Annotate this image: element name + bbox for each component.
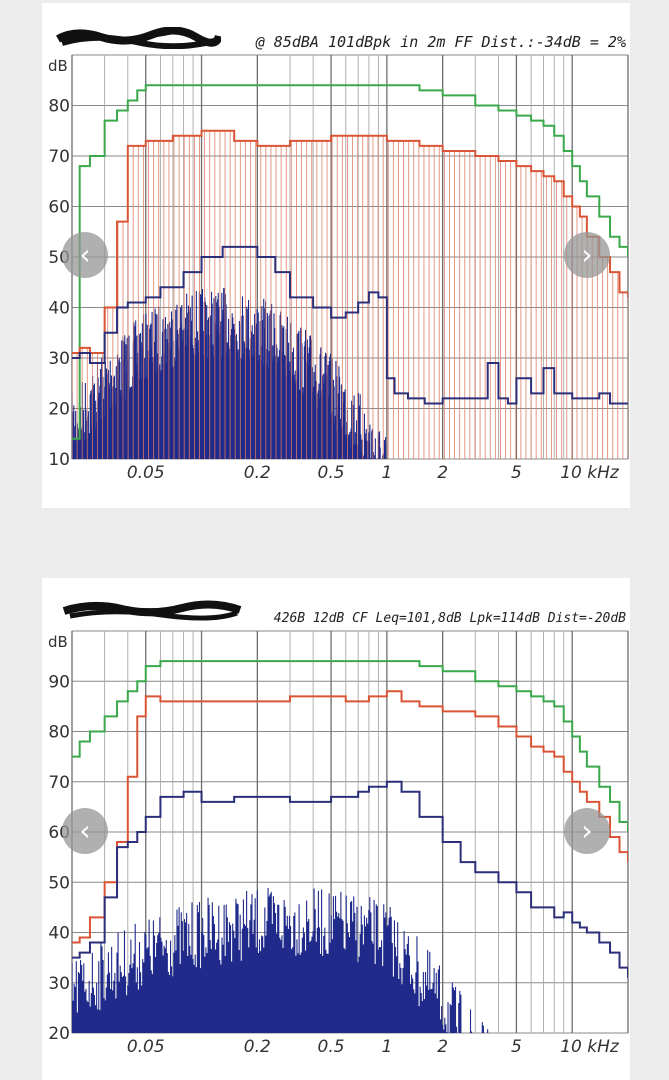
next-arrow-icon[interactable]: › [564, 808, 610, 854]
x-tick-label: 1 [381, 463, 392, 483]
y-tick-label: 50 [48, 873, 70, 893]
x-tick-label: 1 [381, 1037, 392, 1057]
y-axis-label: dB [48, 633, 68, 651]
y-tick-label: 90 [48, 672, 70, 692]
plot-layer [72, 660, 628, 1033]
x-tick-label: 2 [437, 1037, 448, 1057]
y-tick-label: 80 [48, 723, 70, 743]
y-tick-label: 80 [48, 97, 70, 117]
x-tick-label: 10 kHz [560, 463, 620, 483]
x-tick-label: 2 [437, 463, 448, 483]
y-tick-label: 40 [48, 299, 70, 319]
series-line [72, 245, 628, 405]
y-axis-label: dB [48, 57, 68, 75]
y-tick-label: 30 [48, 349, 70, 369]
series-line [72, 780, 628, 978]
y-tick-label: 20 [48, 1024, 70, 1044]
prev-arrow-icon[interactable]: ‹ [62, 808, 108, 854]
y-tick-label: 60 [48, 198, 70, 218]
middle-gap [0, 508, 669, 578]
x-tick-label: 5 [511, 1037, 522, 1057]
redacted-scribble [56, 27, 221, 49]
series-line [72, 84, 628, 440]
chart-panel-bottom: 20 30 40 50 60 70 80 90 dB 0.05 0.2 0.5 1 2 5 10 kHz 426… [42, 578, 630, 1080]
x-tick-label: 0.2 [244, 463, 271, 483]
chart-panel-top: 10 20 30 40 50 60 70 80 dB 0.05 0.2 0.5 1 2 5 10 kHz @ 8… [42, 3, 630, 508]
series-line [72, 129, 628, 354]
y-tick-label: 30 [48, 974, 70, 994]
x-tick-label: 0.5 [318, 1037, 345, 1057]
chart-title: 426B 12dB CF Leq=101,8dB Lpk=114dB Dist=… [274, 611, 626, 626]
left-margin [0, 0, 42, 1080]
x-tick-label: 0.05 [127, 463, 165, 483]
y-tick-label: 10 [48, 450, 70, 470]
next-arrow-icon[interactable]: › [564, 232, 610, 278]
series-line [72, 690, 628, 944]
y-tick-label: 40 [48, 924, 70, 944]
plot-layer [72, 84, 628, 459]
x-tick-label: 0.05 [127, 1037, 165, 1057]
redacted-scribble [62, 600, 242, 622]
x-tick-label: 0.5 [318, 463, 345, 483]
x-tick-label: 0.2 [244, 1037, 271, 1057]
spectrum-fill [72, 888, 489, 1033]
prev-arrow-icon[interactable]: ‹ [62, 232, 108, 278]
series-line [72, 660, 628, 832]
y-tick-label: 70 [48, 147, 70, 167]
x-tick-label: 10 kHz [560, 1037, 620, 1057]
x-tick-label: 5 [511, 463, 522, 483]
top-margin [0, 0, 669, 3]
y-tick-label: 70 [48, 773, 70, 793]
right-margin [630, 0, 669, 1080]
y-tick-label: 20 [48, 400, 70, 420]
chart-title: @ 85dBA 101dBpk in 2m FF Dist.:-34dB = 2… [255, 33, 626, 51]
